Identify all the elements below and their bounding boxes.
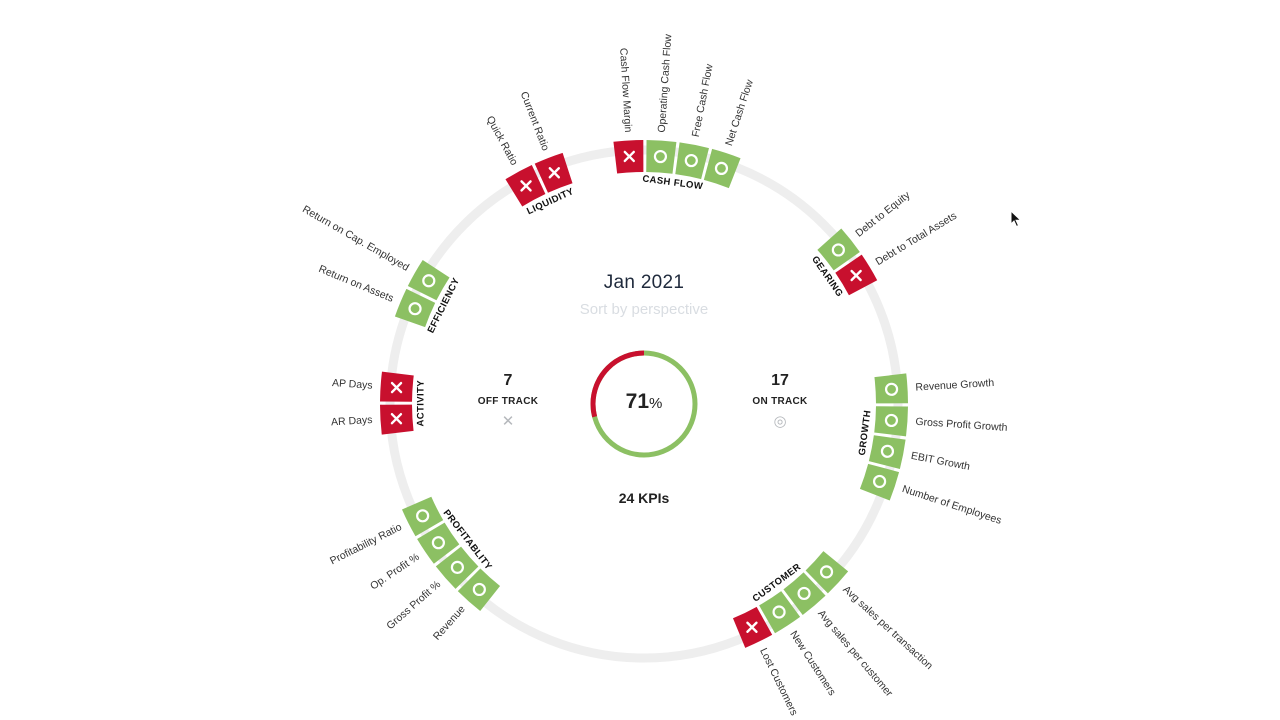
kpi-label: Op. Profit % (368, 551, 422, 593)
off-track-x-icon (623, 150, 635, 163)
off-track-x-icon (390, 413, 403, 425)
kpi-tile-revenue-growth[interactable]: Revenue Growth (874, 373, 995, 404)
kpi-tile-ap-days[interactable]: AP Days (332, 371, 414, 402)
period-title: Jan 2021 (603, 272, 685, 293)
kpi-total: 24 KPIs (618, 490, 670, 506)
kpi-label: New Customers (787, 629, 838, 698)
kpi-tile-bg (805, 551, 849, 594)
kpi-tile-bg (874, 406, 908, 437)
kpi-tile-bg (435, 546, 479, 589)
off-track-x-icon (548, 167, 561, 179)
kpi-label: Lost Customers (757, 646, 800, 717)
on-track-target-icon[interactable]: ◎ (773, 413, 787, 430)
kpi-tile-bg (703, 148, 741, 189)
kpi-groups: Cash Flow Margin Operating Cash Flow Free … (300, 33, 1008, 717)
kpi-tile-bg (817, 228, 860, 271)
kpi-label: EBIT Growth (910, 450, 971, 473)
on-track-circle-icon (831, 243, 845, 257)
kpi-tile-bg (646, 140, 677, 174)
kpi-label: Quick Ratio (484, 114, 520, 168)
kpi-tile-bg (407, 260, 450, 301)
off-track-x-icon (390, 381, 403, 394)
kpi-tile-bg (783, 572, 826, 615)
on-track-circle-icon (653, 149, 668, 164)
sort-by-perspective-link[interactable]: Sort by perspective (579, 301, 709, 318)
kpi-tile-bg (457, 568, 501, 612)
kpi-label: Debt to Equity (853, 189, 913, 240)
off-track-x-icon (520, 180, 532, 192)
on-track-circle-icon (880, 444, 895, 458)
kpi-label: Revenue (431, 603, 468, 643)
on-track-circle-icon (450, 560, 465, 574)
on-track-circle-icon (772, 605, 786, 619)
kpi-label: Profitability Ratio (328, 521, 404, 567)
kpi-label: Return on Cap. Employed (300, 203, 411, 274)
group-name-growth: GROWTH (857, 409, 874, 456)
on-track-circle-icon (472, 582, 486, 597)
on-track-count: 17 (771, 372, 789, 389)
kpi-tile-bg (401, 496, 444, 537)
kpi-label: AR Days (331, 414, 373, 428)
kpi-tile-bg (675, 142, 709, 180)
kpi-tile-bg (859, 463, 900, 501)
on-track-circle-icon (714, 161, 729, 176)
kpi-tile-bg (868, 435, 906, 469)
kpi-label: Gross Profit Growth (915, 416, 1008, 434)
off-track-label: OFF TRACK (477, 396, 539, 407)
on-track-circle-icon (431, 536, 445, 550)
mouse-cursor-icon (1010, 210, 1022, 228)
kpi-tile-operating-cash-flow[interactable]: Operating Cash Flow (646, 33, 677, 174)
off-track-x-icon[interactable]: ✕ (501, 413, 515, 430)
kpi-tile-bg (417, 522, 460, 564)
on-track-circle-icon (416, 509, 430, 523)
off-track-x-icon (746, 621, 758, 633)
kpi-label: Revenue Growth (915, 377, 995, 394)
on-track-circle-icon (408, 302, 422, 316)
on-track-circle-icon (422, 274, 436, 288)
kpi-label: Free Cash Flow (690, 63, 716, 138)
kpi-label: Current Ratio (518, 90, 552, 153)
kpi-label: Net Cash Flow (723, 78, 756, 148)
kpi-tile-bg (394, 288, 436, 328)
outer-ring (385, 145, 903, 663)
kpi-group-cash-flow: Cash Flow Margin Operating Cash Flow Free … (613, 33, 756, 192)
percent-unit: % (649, 395, 663, 412)
on-track-circle-icon (797, 586, 811, 601)
off-track-x-icon (850, 269, 862, 282)
kpi-tile-bg (759, 591, 801, 634)
off-track-count: 7 (503, 372, 513, 389)
on-track-circle-icon (684, 153, 698, 168)
kpi-tile-bg (874, 373, 908, 404)
group-name-activity: ACTIVITY (415, 380, 426, 427)
on-track-circle-icon (884, 413, 899, 428)
kpi-tile-ebit-growth[interactable]: EBIT Growth (868, 435, 971, 473)
kpi-tile-number-of-employees[interactable]: Number of Employees (859, 463, 1003, 527)
on-track-percentage: 71% (594, 390, 694, 414)
percent-value: 71 (625, 390, 649, 413)
kpi-label: AP Days (332, 377, 373, 392)
kpi-tile-cash-flow-margin[interactable]: Cash Flow Margin (613, 48, 644, 174)
kpi-tile-gross-profit-growth[interactable]: Gross Profit Growth (874, 406, 1008, 437)
on-track-circle-icon (884, 382, 899, 396)
on-track-label: ON TRACK (752, 396, 808, 407)
kpi-label: Number of Employees (901, 483, 1003, 527)
on-track-circle-icon (872, 474, 887, 489)
kpi-group-activity: AR Days AP Days ACTIVITY (331, 371, 427, 435)
progress-ring-off-track-arc (590, 350, 698, 458)
kpi-label: Operating Cash Flow (656, 33, 675, 133)
kpi-tile-ar-days[interactable]: AR Days (331, 404, 414, 435)
kpi-label: Return on Assets (317, 263, 395, 305)
kpi-label: Gross Profit % (384, 578, 443, 632)
on-track-circle-icon (819, 565, 834, 579)
kpi-label: Cash Flow Margin (617, 48, 634, 133)
